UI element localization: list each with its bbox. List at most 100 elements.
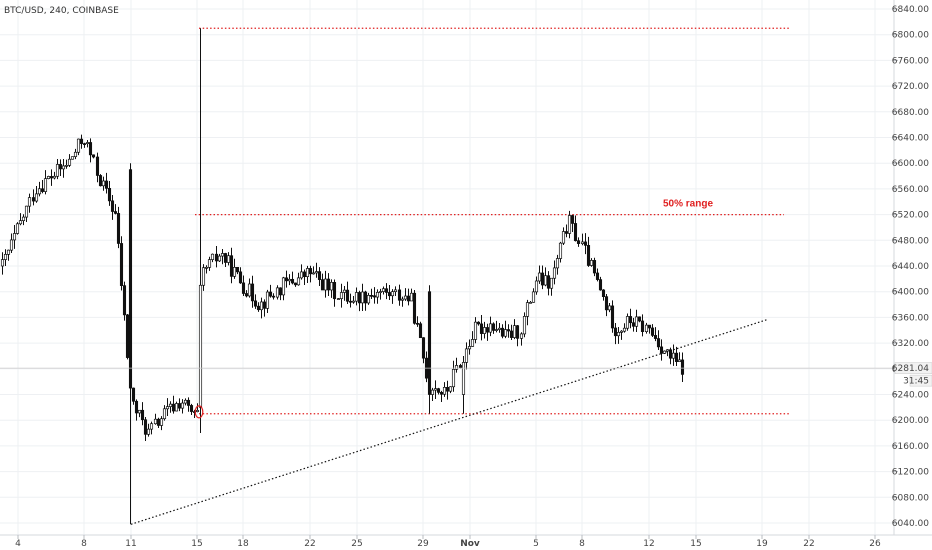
price-axis[interactable]: 6840.00 6800.00 6760.00 6720.00 6680.00 6640.…	[892, 5, 929, 529]
candles	[0, 28, 685, 525]
candle	[570, 214, 575, 233]
candle	[668, 347, 673, 365]
price-tick-label: 6360.00	[892, 313, 929, 323]
price-tick-label: 6120.00	[892, 468, 929, 478]
candle	[223, 252, 228, 267]
trendline[interactable]	[130, 318, 769, 525]
candle	[320, 273, 325, 291]
candle	[461, 355, 466, 414]
candle	[558, 241, 563, 263]
candle	[412, 289, 417, 325]
grid	[0, 8, 893, 524]
candle	[268, 284, 273, 298]
candle	[500, 324, 505, 339]
time-tick-label: 22	[803, 539, 814, 549]
candle	[607, 302, 612, 313]
candle	[619, 330, 624, 340]
candle	[79, 134, 84, 149]
candle	[674, 346, 679, 367]
candle	[336, 298, 341, 300]
candle	[473, 317, 478, 344]
price-tick-label: 6160.00	[892, 442, 929, 452]
candle	[400, 296, 405, 307]
candle	[116, 206, 121, 249]
candle	[284, 270, 289, 288]
candle	[247, 278, 252, 298]
candle	[659, 339, 664, 361]
time-tick-label: 15	[191, 539, 202, 549]
candle	[171, 395, 176, 414]
candle	[552, 260, 557, 285]
candle	[250, 275, 255, 308]
candle	[525, 299, 530, 326]
candle	[512, 319, 517, 340]
candle	[91, 154, 96, 159]
trendline-group	[130, 318, 769, 525]
candle	[253, 294, 258, 309]
candle	[595, 268, 600, 282]
candle	[506, 324, 511, 338]
candle	[534, 276, 539, 295]
time-tick-label: 15	[690, 539, 701, 549]
candle	[625, 313, 630, 331]
candle	[339, 283, 344, 308]
price-tick-label: 6240.00	[892, 391, 929, 401]
time-axis[interactable]: 4 8 11 15 18 22 25 29 Nov 5 8 12 15 19 22 26	[15, 535, 881, 549]
price-tick-label: 6440.00	[892, 262, 929, 272]
candle	[58, 159, 63, 177]
candle	[113, 204, 118, 215]
price-tick-label: 6080.00	[892, 493, 929, 503]
candle	[555, 254, 560, 275]
candle	[235, 267, 240, 275]
candle	[244, 290, 249, 298]
candle	[436, 387, 441, 395]
candle	[497, 323, 502, 333]
time-tick-label: 22	[304, 539, 315, 549]
candle	[442, 382, 447, 397]
candle	[622, 323, 627, 333]
candle	[403, 288, 408, 301]
candle	[528, 301, 533, 304]
price-tick-label: 6040.00	[892, 519, 929, 529]
candle	[287, 274, 292, 286]
candle	[662, 350, 667, 355]
candle	[143, 417, 148, 442]
price-tick-label: 6840.00	[892, 5, 929, 15]
candle	[351, 295, 356, 304]
candle	[55, 158, 60, 180]
candle	[482, 321, 487, 339]
candle	[311, 266, 316, 275]
candle	[390, 289, 395, 304]
candle	[186, 397, 191, 412]
candle	[378, 288, 383, 300]
candle	[207, 256, 212, 271]
price-tick-label: 6760.00	[892, 56, 929, 66]
candle	[433, 380, 438, 400]
time-tick-label: 8	[81, 539, 87, 549]
countdown-badge: 31:45	[903, 374, 932, 387]
candle	[445, 380, 450, 400]
time-tick-label: 12	[643, 539, 654, 549]
candle	[195, 403, 200, 413]
candle	[406, 288, 411, 306]
candle	[15, 222, 20, 235]
candle	[631, 317, 636, 332]
candle	[345, 281, 350, 305]
candle	[95, 152, 100, 183]
candle	[61, 159, 66, 178]
price-tick-label: 6720.00	[892, 82, 929, 92]
candle	[470, 331, 475, 347]
candle	[46, 175, 51, 180]
candle	[363, 290, 368, 311]
candle	[156, 417, 161, 429]
candle	[561, 227, 566, 245]
price-tick-label: 6320.00	[892, 339, 929, 349]
candle	[162, 405, 167, 421]
candle	[34, 185, 39, 203]
candle	[677, 352, 682, 362]
candle	[12, 224, 17, 249]
candle	[494, 320, 499, 333]
candle	[101, 176, 106, 191]
horizontal-lines	[195, 27, 790, 415]
